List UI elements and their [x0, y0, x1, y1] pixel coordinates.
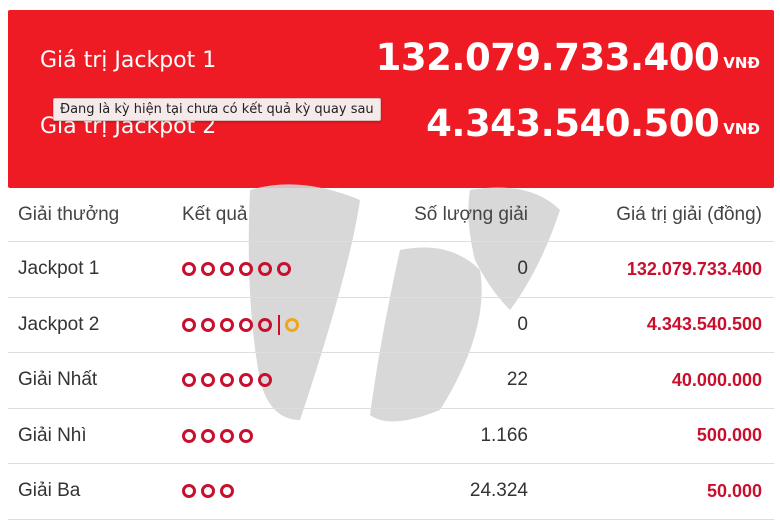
- ball-icon: [220, 317, 234, 332]
- table-row: Jackpot 1 0 132.079.733.400: [8, 242, 774, 298]
- ball-icon: [220, 262, 234, 277]
- ball-icon: [239, 317, 253, 332]
- ball-icon: [201, 317, 215, 332]
- prize-value: 50.000: [706, 480, 762, 501]
- ball-icon: [239, 373, 253, 388]
- prize-table: Giải thưởng Kết quả Số lượng giải Giá tr…: [8, 188, 774, 520]
- ball-icon: [201, 262, 215, 277]
- ball-icon: [182, 317, 196, 332]
- jackpot-2-amount: 4.343.540.500: [426, 102, 720, 145]
- ball-icon: [182, 484, 196, 499]
- table-row: Giải Nhì 1.166 500.000: [8, 409, 774, 464]
- ball-icon: [220, 484, 234, 499]
- table-row: Giải Ba 24.324 50.000: [8, 464, 774, 520]
- table-row: Giải Nhất 22 40.000.000: [8, 353, 774, 409]
- prize-name: Giải Nhì: [18, 424, 87, 446]
- prize-count: 0: [517, 313, 528, 335]
- ball-icon: [201, 484, 215, 499]
- table-header-row: Giải thưởng Kết quả Số lượng giải Giá tr…: [8, 188, 774, 242]
- prize-name: Giải Nhất: [18, 369, 98, 391]
- jackpot-1-label: Giá trị Jackpot 1: [40, 48, 217, 73]
- prize-result: [182, 464, 239, 519]
- ball-icon: [277, 262, 291, 277]
- header-prize: Giải thưởng: [18, 203, 120, 225]
- prize-name: Jackpot 1: [18, 258, 100, 280]
- separator: [278, 314, 280, 335]
- prize-count: 22: [506, 369, 528, 391]
- prize-result: [182, 409, 258, 464]
- jackpot-banner: Giá trị Jackpot 1 132.079.733.400 VNĐ Giá…: [8, 10, 774, 188]
- jackpot-1-value: 132.079.733.400 VNĐ: [376, 36, 760, 79]
- prize-value: 4.343.540.500: [646, 314, 762, 335]
- ball-icon: [182, 262, 196, 277]
- prize-result: [182, 298, 304, 353]
- header-count: Số lượng giải: [414, 203, 528, 225]
- jackpot-2-unit: VNĐ: [723, 120, 760, 138]
- prize-value: 500.000: [696, 425, 762, 446]
- ball-icon: [239, 428, 253, 443]
- status-tooltip: Đang là kỳ hiện tại chưa có kết quả kỳ q…: [53, 98, 381, 121]
- prize-name: Giải Ba: [18, 480, 81, 502]
- jackpot-1-unit: VNĐ: [723, 54, 760, 72]
- prize-count: 24.324: [469, 480, 528, 502]
- ball-icon: [258, 373, 272, 388]
- prize-result: [182, 353, 277, 408]
- ball-icon: [220, 373, 234, 388]
- prize-result: [182, 242, 296, 297]
- prize-count: 1.166: [480, 424, 528, 446]
- table-row: Jackpot 2 0 4.343.540.500: [8, 298, 774, 353]
- special-ball-icon: [285, 317, 299, 332]
- ball-icon: [201, 373, 215, 388]
- prize-name: Jackpot 2: [18, 313, 100, 335]
- ball-icon: [220, 428, 234, 443]
- prize-count: 0: [517, 258, 528, 280]
- ball-icon: [182, 428, 196, 443]
- ball-icon: [182, 373, 196, 388]
- ball-icon: [239, 262, 253, 277]
- jackpot-1-amount: 132.079.733.400: [375, 36, 720, 79]
- header-value: Giá trị giải (đồng): [616, 203, 762, 225]
- header-result: Kết quả: [182, 203, 248, 225]
- prize-value: 40.000.000: [671, 369, 762, 390]
- logo-watermark-icon: [248, 184, 560, 422]
- prize-value: 132.079.733.400: [626, 258, 762, 279]
- ball-icon: [201, 428, 215, 443]
- jackpot-2-value: 4.343.540.500 VNĐ: [426, 102, 760, 145]
- ball-icon: [258, 317, 272, 332]
- ball-icon: [258, 262, 272, 277]
- jackpot-1-row: Giá trị Jackpot 1 132.079.733.400 VNĐ: [8, 32, 774, 92]
